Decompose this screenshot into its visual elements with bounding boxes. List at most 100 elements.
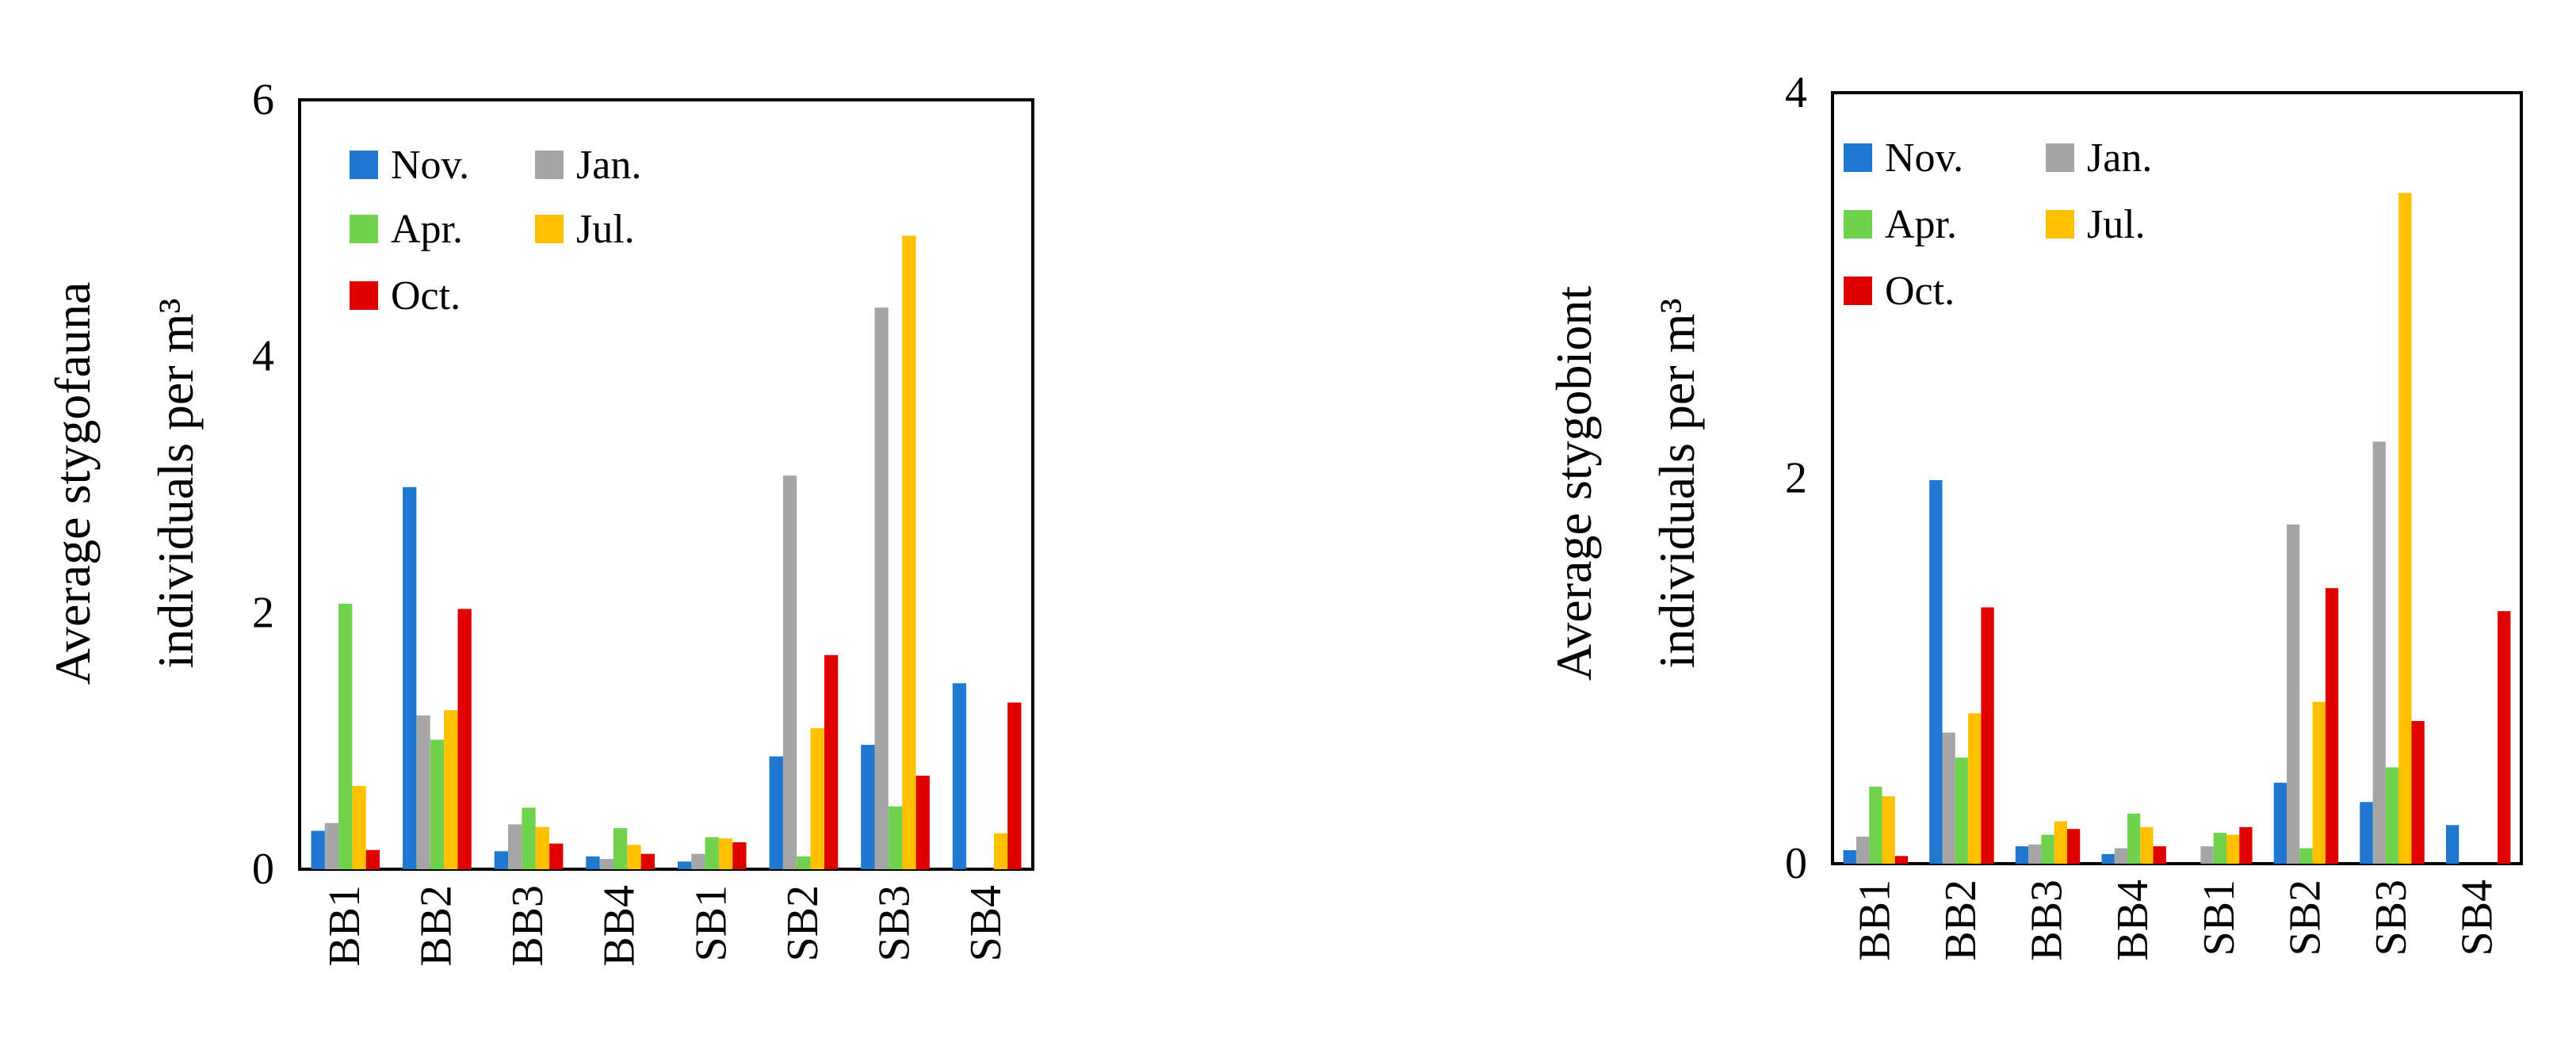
x-tick-label: SB4 [961,885,1011,962]
bar [678,861,692,869]
series-jul [1882,193,2412,864]
bar [2411,721,2425,864]
bar [993,833,1008,869]
legend-item: Oct. [350,273,461,319]
bar [338,604,353,869]
legend: Nov. Jan. Apr. Jul. Oct. [350,143,641,319]
legend-label: Nov. [1885,135,1963,181]
bar [782,475,797,869]
legend-swatch [350,151,378,179]
x-tick-label: SB3 [2367,880,2416,956]
y-axis-title-line2: individuals per m³ [1649,298,1705,668]
x-tick-label: SB2 [778,885,827,962]
bar [599,859,613,869]
legend-label: Jul. [576,207,635,252]
bar [352,785,366,869]
bar [613,828,628,869]
bar [1894,856,1909,864]
bar [719,838,733,869]
bar [2360,802,2373,864]
bar [2325,588,2339,864]
y-tick-label: 0 [1785,839,1807,888]
bar [522,807,536,869]
bar [824,654,839,869]
y-tick-label: 2 [252,588,274,637]
bar [769,756,783,869]
bar [861,745,875,869]
bar [2239,826,2253,864]
y-tick-label: 0 [252,845,274,894]
y-tick-label: 4 [1785,68,1807,117]
series-nov [1843,479,2459,864]
x-tick-label: BB2 [1936,880,1986,961]
bar [888,806,903,869]
bar [691,853,705,869]
bar [2372,441,2386,864]
legend-label: Jul. [2087,202,2146,247]
legend-label: Oct. [1885,269,1955,314]
legend-item: Jan. [2046,135,2152,181]
legend-item: Jul. [535,207,635,252]
legend-swatch [350,281,378,310]
bar [403,487,417,869]
bar [2226,834,2240,864]
bar [2446,825,2459,864]
bar [874,307,889,869]
legend-item: Oct. [1844,269,1955,314]
bar [586,856,600,869]
bar [640,853,655,869]
bar [1882,796,1895,864]
legend-item: Jul. [2046,202,2146,247]
legend-swatch [350,215,378,243]
bar [549,843,564,869]
y-axis-title-line1: Average stygobiont [1546,286,1602,681]
legend: Nov. Jan. Apr. Jul. Oct. [1844,135,2152,314]
bar [508,824,522,869]
series-oct [365,609,1022,869]
legend-item: Jan. [535,143,641,188]
x-tick-label: SB2 [2280,880,2329,956]
bar [444,710,458,869]
bar [627,845,641,869]
bar [2312,701,2326,864]
legend-swatch [535,151,564,179]
legend-item: Apr. [350,207,463,252]
bar [2015,846,2029,864]
legend-label: Apr. [391,207,463,252]
x-tick-label: BB3 [2023,880,2072,961]
x-tick-label: BB1 [1850,880,1899,961]
bar [1955,758,1969,864]
bar [732,842,747,869]
bar [797,856,811,869]
x-tick-label: BB2 [411,885,461,967]
legend-label: Apr. [1885,202,1957,247]
legend-label: Jan. [2087,135,2152,181]
bar [1856,836,1870,864]
legend-swatch [1844,277,1872,305]
y-tick-label: 2 [1785,454,1807,503]
plot-area [1831,91,2523,865]
series-jan [1856,441,2386,864]
bar [311,830,325,869]
plot-area [298,98,1034,871]
y-axis-title-line2: individuals per m³ [147,298,204,668]
bar [2398,193,2412,864]
bar [810,728,824,869]
legend-swatch [2046,210,2074,239]
series-oct [1894,588,2511,864]
legend-item: Nov. [350,143,469,188]
bar [2498,611,2511,864]
legend-item: Apr. [1844,202,1957,247]
bar [416,715,430,869]
bar [2299,848,2313,864]
bar [1929,479,1943,864]
bar [1843,850,1856,864]
legend-swatch [1844,143,1872,172]
chart-stygobiont: 0 2 4 BB1 BB2 BB3 BB4 SB1 SB2 SB3 SB4 Average stygo… [1546,68,2523,961]
bar [705,837,719,869]
bar [2385,767,2399,864]
bar [324,822,339,869]
bar [1007,702,1022,869]
bar [2287,524,2300,864]
bar [1869,786,1882,864]
